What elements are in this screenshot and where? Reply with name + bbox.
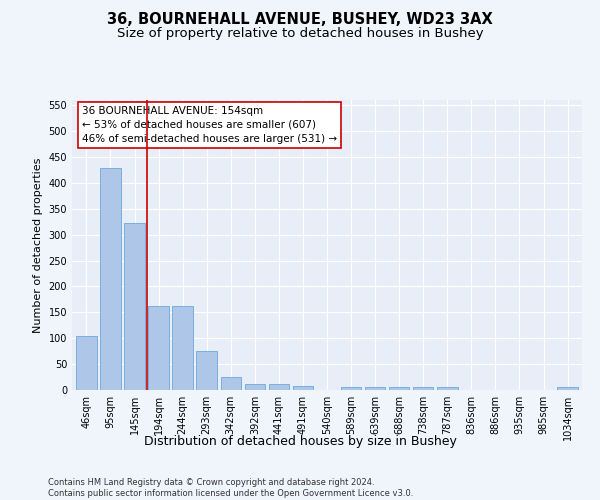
- Bar: [293, 386, 313, 390]
- Bar: [124, 223, 145, 390]
- Bar: [100, 168, 121, 390]
- Bar: [148, 306, 169, 390]
- Bar: [245, 384, 265, 390]
- Bar: [221, 377, 241, 390]
- Text: 36 BOURNEHALL AVENUE: 154sqm
← 53% of detached houses are smaller (607)
46% of s: 36 BOURNEHALL AVENUE: 154sqm ← 53% of de…: [82, 106, 337, 144]
- Text: 36, BOURNEHALL AVENUE, BUSHEY, WD23 3AX: 36, BOURNEHALL AVENUE, BUSHEY, WD23 3AX: [107, 12, 493, 28]
- Bar: [389, 388, 409, 390]
- Bar: [437, 388, 458, 390]
- Bar: [557, 388, 578, 390]
- Bar: [172, 306, 193, 390]
- Text: Contains HM Land Registry data © Crown copyright and database right 2024.
Contai: Contains HM Land Registry data © Crown c…: [48, 478, 413, 498]
- Bar: [196, 351, 217, 390]
- Text: Distribution of detached houses by size in Bushey: Distribution of detached houses by size …: [143, 435, 457, 448]
- Bar: [269, 384, 289, 390]
- Text: Size of property relative to detached houses in Bushey: Size of property relative to detached ho…: [116, 28, 484, 40]
- Y-axis label: Number of detached properties: Number of detached properties: [33, 158, 43, 332]
- Bar: [76, 336, 97, 390]
- Bar: [365, 388, 385, 390]
- Bar: [413, 388, 433, 390]
- Bar: [341, 388, 361, 390]
